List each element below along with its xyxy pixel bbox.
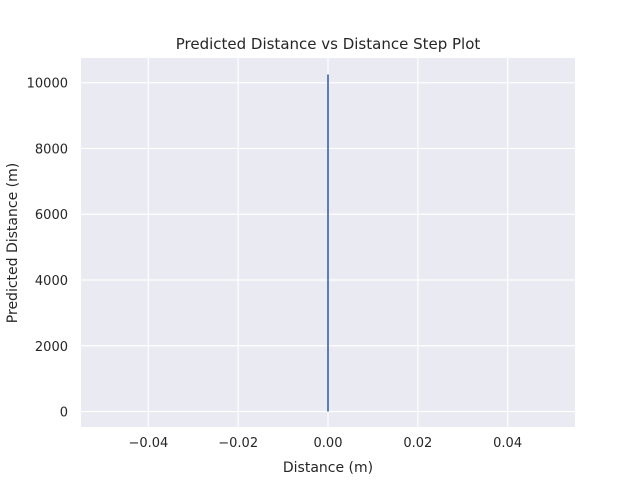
x-tick-label: 0.02 [403, 436, 432, 451]
y-axis-label: Predicted Distance (m) [5, 163, 21, 323]
x-tick-label: −0.04 [128, 436, 168, 451]
y-tick-label: 2000 [35, 340, 68, 355]
y-tick-label: 8000 [35, 142, 68, 157]
chart-title: Predicted Distance vs Distance Step Plot [176, 35, 481, 53]
y-tick-label: 0 [60, 406, 68, 421]
x-axis-label: Distance (m) [283, 460, 373, 476]
x-tick-label: 0.00 [314, 436, 343, 451]
y-tick-label: 4000 [35, 274, 68, 289]
x-tick-label: −0.02 [218, 436, 258, 451]
x-tick-label: 0.04 [493, 436, 522, 451]
y-tick-label: 6000 [35, 208, 68, 223]
tick-labels: −0.04 −0.02 0.00 0.02 0.04 0 2000 4000 6000 8000 1… [27, 77, 522, 451]
y-tick-label: 10000 [27, 77, 68, 92]
